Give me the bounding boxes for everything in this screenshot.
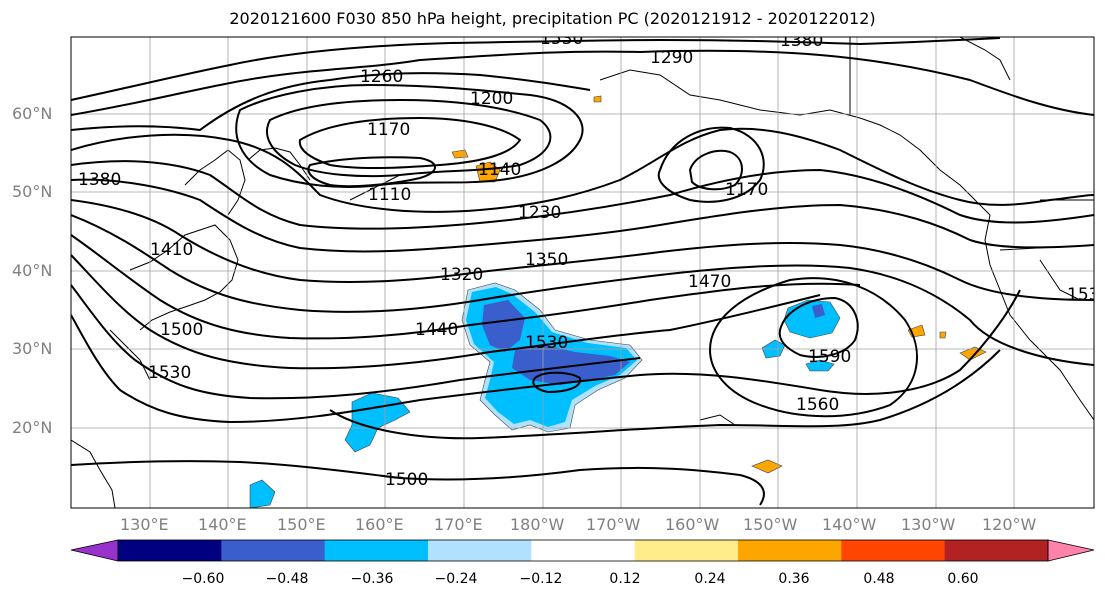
colorbar-tick-label: 0.48: [863, 571, 895, 587]
colorbar-segment: [324, 540, 429, 561]
lon-label: 180°W: [510, 515, 565, 534]
colorbar-tick-label: −0.60: [181, 571, 225, 587]
lon-label: 170°W: [586, 515, 641, 534]
colorbar-segment: [841, 540, 946, 561]
contour-label: 1230: [518, 203, 561, 223]
lon-label: 160°W: [665, 515, 720, 534]
colorbar-tick-label: −0.48: [265, 571, 309, 587]
contour-label: 1590: [808, 347, 851, 367]
colorbar-segment: [221, 540, 326, 561]
contour-label: 1380: [78, 170, 121, 190]
contour-label: 1110: [368, 185, 411, 205]
colorbar-extend-low: [70, 539, 119, 562]
lon-label: 130°E: [120, 515, 169, 534]
contour-label: 1530: [540, 29, 583, 49]
colorbar-tick-label: 0.24: [694, 571, 726, 587]
contour-label: 1530: [1067, 285, 1105, 305]
precip-neg-sw: [249, 479, 276, 508]
contour-label: 1410: [150, 240, 193, 260]
map-area: [71, 37, 1094, 508]
height-contours: [71, 37, 1094, 506]
lat-label: 40°N: [12, 261, 53, 280]
contour-label: 1350: [525, 250, 568, 270]
lat-label: 20°N: [12, 418, 53, 437]
precip-neg-east3: [805, 359, 835, 372]
colorbar-tick-label: 0.60: [947, 571, 979, 587]
colorbar-segment: [738, 540, 842, 561]
precip-neg-central-dark: [482, 300, 525, 352]
contour-label: 1170: [725, 180, 768, 200]
contour-label: 1560: [796, 395, 839, 415]
colorbar-tick-label: 0.36: [778, 571, 810, 587]
contour-label: 1320: [440, 265, 483, 285]
contour-label: 1500: [160, 320, 203, 340]
lat-label: 60°N: [12, 104, 53, 123]
lat-label: 30°N: [12, 339, 53, 358]
lon-label: 150°E: [277, 515, 326, 534]
contour-label: 1530: [525, 333, 568, 353]
lon-label: 170°E: [434, 515, 483, 534]
contour-label: 1200: [470, 89, 513, 109]
lat-label: 50°N: [12, 182, 53, 201]
lon-label: 150°W: [743, 515, 798, 534]
colorbar-tick-label: −0.12: [519, 571, 563, 587]
contour-label: 1260: [360, 67, 403, 87]
colorbar-segment: [531, 540, 636, 561]
contour-label: 1140: [478, 160, 521, 180]
lon-label: 120°W: [982, 515, 1037, 534]
contour-label: 1530: [148, 363, 191, 383]
colorbar-segment: [634, 540, 739, 561]
contour-label: 1470: [688, 272, 731, 292]
colorbar-segment: [428, 540, 532, 561]
contour-label: 1290: [650, 48, 693, 68]
colorbar-tick-label: −0.24: [434, 571, 478, 587]
colorbar-tick-label: 0.12: [609, 571, 641, 587]
contour-label: 1500: [385, 470, 428, 490]
colorbar: [70, 539, 1095, 562]
map-frame: [70, 36, 1095, 509]
precip-neg-east1-dark: [812, 304, 825, 318]
contour-labels: 1530 1380 1290 1260 1200 1170 1140 1110 …: [78, 29, 1105, 490]
contour-label: 1170: [367, 120, 410, 140]
colorbar-tick-label: −0.36: [350, 571, 394, 587]
lon-label: 140°W: [822, 515, 877, 534]
lon-label: 160°E: [355, 515, 404, 534]
colorbar-segments: [118, 540, 1049, 561]
lon-label: 130°W: [901, 515, 956, 534]
lon-label: 140°E: [198, 515, 247, 534]
colorbar-segment: [118, 540, 222, 561]
colorbar-extend-high: [1047, 539, 1095, 562]
contour-label: 1440: [415, 320, 458, 340]
colorbar-segment: [944, 540, 1049, 561]
map-title: 2020121600 F030 850 hPa height, precipit…: [229, 9, 876, 28]
contour-label: 1380: [780, 31, 823, 51]
